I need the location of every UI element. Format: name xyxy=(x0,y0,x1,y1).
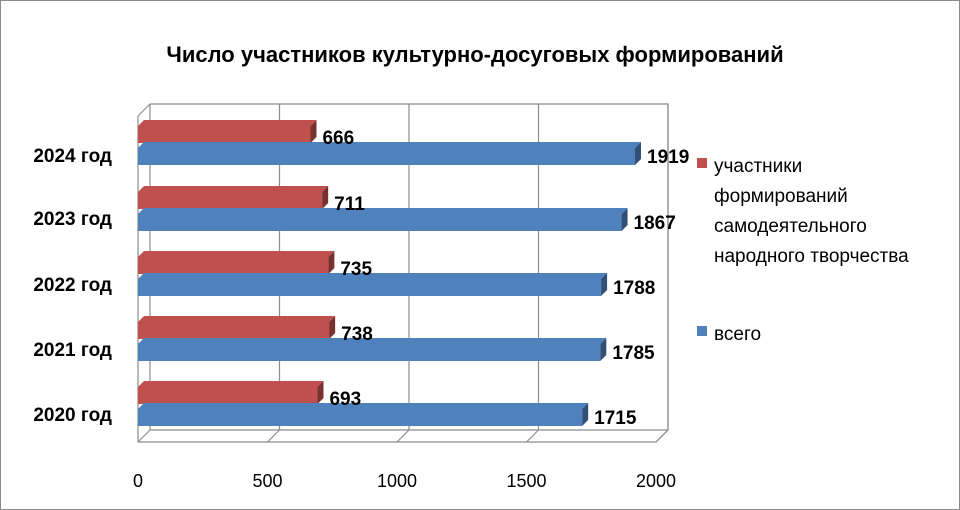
bar-total-3-side xyxy=(621,208,628,231)
bar-total-2-top xyxy=(138,273,608,279)
bar-total-3-face xyxy=(138,214,622,231)
bar-total-1 xyxy=(138,338,607,361)
bar-participants-4-face xyxy=(138,126,311,143)
bar-participants-3-face xyxy=(138,192,323,209)
gridline-floor xyxy=(267,429,280,443)
bar-participants-0-face xyxy=(138,387,318,404)
x-tick-label: 0 xyxy=(133,471,143,491)
x-axis: 0 500 1000 1500 2000 xyxy=(133,471,676,491)
bar-participants-0-side xyxy=(317,381,324,404)
data-label-participants: 693 xyxy=(329,389,361,410)
bar-total-4-top xyxy=(138,142,642,148)
x-tick-label: 1000 xyxy=(377,471,417,491)
bar-participants-3-top xyxy=(138,186,329,192)
bar-total-1-face xyxy=(138,344,601,361)
gridline-floor xyxy=(396,429,410,443)
bar-participants-4-top xyxy=(138,120,317,126)
bar-total-3 xyxy=(138,208,628,231)
plot-corner-edge xyxy=(137,103,151,117)
data-label-total: 1867 xyxy=(634,213,676,234)
data-label-total: 1788 xyxy=(613,278,655,299)
category-label: 2024 год xyxy=(33,146,112,167)
data-label-participants: 738 xyxy=(341,324,373,345)
bar-participants-2-side xyxy=(328,251,335,274)
category-labels: 2020 год 2021 год 2022 год 2023 год 2024 год xyxy=(33,146,112,426)
bars xyxy=(138,120,642,426)
data-label-total: 1715 xyxy=(594,408,637,429)
x-tick-label: 500 xyxy=(252,471,282,491)
bar-total-2-side xyxy=(601,273,608,296)
gridline-floor xyxy=(137,429,151,443)
bar-total-4 xyxy=(138,142,642,165)
category-label: 2023 год xyxy=(33,209,112,230)
data-label-total: 1919 xyxy=(647,147,689,168)
bar-total-0-face xyxy=(138,409,583,426)
bar-total-2-face xyxy=(138,279,602,296)
bar-participants-4-side xyxy=(310,120,317,143)
data-label-participants: 735 xyxy=(340,259,372,280)
legend-label-participants: формирований xyxy=(714,186,848,207)
bar-participants-2-top xyxy=(138,251,335,257)
bar-participants-4 xyxy=(138,120,317,143)
plot-floor-edge xyxy=(655,429,669,443)
bar-total-0-top xyxy=(138,403,589,409)
x-tick-label: 2000 xyxy=(636,471,676,491)
bar-participants-2 xyxy=(138,251,335,274)
bar-participants-3-side xyxy=(322,186,329,209)
category-label: 2020 год xyxy=(33,405,112,426)
legend-label-participants: самодеятельного xyxy=(714,216,867,237)
x-tick-label: 1500 xyxy=(506,471,546,491)
bar-total-1-side xyxy=(600,338,607,361)
category-label: 2022 год xyxy=(33,275,112,296)
category-label: 2021 год xyxy=(33,340,112,361)
data-label-total: 1785 xyxy=(612,343,655,364)
bar-total-3-top xyxy=(138,208,628,214)
bar-participants-1-top xyxy=(138,316,336,322)
bar-participants-0-top xyxy=(138,381,324,387)
data-labels: 693 1715 738 1785 735 1788 711 1867 666 1919 xyxy=(322,128,689,429)
legend-label-participants: народного творчества xyxy=(714,246,909,267)
bar-total-4-face xyxy=(138,148,636,165)
gridline-floor xyxy=(526,429,539,443)
data-label-participants: 711 xyxy=(334,194,365,215)
bar-participants-1-face xyxy=(138,322,330,339)
legend-swatch-total xyxy=(697,326,707,336)
bar-total-1-top xyxy=(138,338,607,344)
bar-total-0 xyxy=(138,403,589,426)
legend-swatch-participants xyxy=(697,158,707,168)
legend: участники формирований самодеятельного наро… xyxy=(697,156,909,345)
chart-title: Число участников культурно-досуговых фор… xyxy=(166,42,784,67)
bar-total-2 xyxy=(138,273,608,296)
bar-participants-2-face xyxy=(138,257,329,274)
bar-participants-1-side xyxy=(329,316,336,339)
bar-participants-3 xyxy=(138,186,329,209)
data-label-participants: 666 xyxy=(322,128,354,149)
bar-total-0-side xyxy=(582,403,589,426)
legend-label-total: всего xyxy=(714,324,761,345)
bar-total-4-side xyxy=(635,142,642,165)
bar-participants-0 xyxy=(138,381,324,404)
legend-label-participants: участники xyxy=(714,156,802,177)
bar-participants-1 xyxy=(138,316,336,339)
